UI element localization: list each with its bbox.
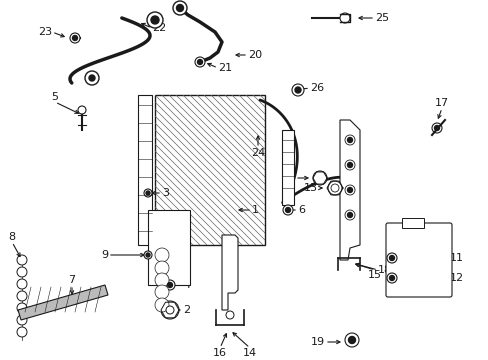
Circle shape <box>312 171 326 185</box>
Circle shape <box>70 33 80 43</box>
Text: 2: 2 <box>183 305 190 315</box>
Circle shape <box>165 306 174 314</box>
Bar <box>138 95 152 245</box>
Circle shape <box>155 248 169 262</box>
Polygon shape <box>222 235 238 310</box>
Circle shape <box>389 275 394 280</box>
Circle shape <box>72 36 77 40</box>
Text: 14: 14 <box>243 348 257 358</box>
Circle shape <box>155 298 169 312</box>
Circle shape <box>17 315 27 325</box>
Circle shape <box>176 4 183 12</box>
Circle shape <box>17 291 27 301</box>
Circle shape <box>339 13 349 23</box>
Circle shape <box>225 311 234 319</box>
Circle shape <box>78 106 86 114</box>
Circle shape <box>17 327 27 337</box>
Bar <box>148 210 190 285</box>
Text: 17: 17 <box>434 98 448 108</box>
Circle shape <box>345 185 354 195</box>
Text: 8: 8 <box>8 232 16 242</box>
Circle shape <box>345 333 358 347</box>
Circle shape <box>345 160 354 170</box>
Circle shape <box>347 212 352 217</box>
Circle shape <box>173 1 186 15</box>
Circle shape <box>348 337 355 343</box>
Circle shape <box>17 303 27 313</box>
Circle shape <box>285 207 290 212</box>
Circle shape <box>146 191 150 195</box>
Bar <box>401 218 423 228</box>
Circle shape <box>195 57 204 67</box>
Text: 18: 18 <box>377 265 391 275</box>
Circle shape <box>389 256 394 261</box>
Circle shape <box>155 273 169 287</box>
Circle shape <box>155 261 169 275</box>
Circle shape <box>345 210 354 220</box>
Circle shape <box>386 253 396 263</box>
Text: 13: 13 <box>304 183 317 193</box>
Circle shape <box>17 255 27 265</box>
Text: 7: 7 <box>68 275 76 285</box>
Polygon shape <box>18 285 108 320</box>
Circle shape <box>327 181 341 195</box>
Text: 20: 20 <box>247 50 262 60</box>
Text: 1: 1 <box>251 205 259 215</box>
Text: 16: 16 <box>213 348 226 358</box>
Circle shape <box>291 84 304 96</box>
Text: 10: 10 <box>281 173 294 183</box>
Circle shape <box>167 283 172 288</box>
Circle shape <box>345 135 354 145</box>
Text: 9: 9 <box>101 250 108 260</box>
Text: 23: 23 <box>38 27 52 37</box>
Text: 25: 25 <box>374 13 388 23</box>
Bar <box>155 95 264 245</box>
Circle shape <box>151 16 159 24</box>
Circle shape <box>330 184 338 192</box>
Circle shape <box>434 126 439 130</box>
Circle shape <box>89 75 95 81</box>
Circle shape <box>161 301 179 319</box>
Text: 15: 15 <box>367 270 381 280</box>
Circle shape <box>347 162 352 167</box>
Circle shape <box>143 189 152 197</box>
Text: 11: 11 <box>449 253 463 263</box>
Circle shape <box>197 59 202 64</box>
Circle shape <box>85 71 99 85</box>
Circle shape <box>386 273 396 283</box>
Circle shape <box>347 138 352 143</box>
FancyBboxPatch shape <box>385 223 451 297</box>
Text: 26: 26 <box>309 83 324 93</box>
Polygon shape <box>339 120 359 260</box>
Circle shape <box>143 251 152 259</box>
Text: 24: 24 <box>250 148 264 158</box>
Text: 3: 3 <box>162 188 169 198</box>
Circle shape <box>17 279 27 289</box>
Circle shape <box>164 280 175 290</box>
Text: 12: 12 <box>449 273 463 283</box>
Text: 19: 19 <box>310 337 325 347</box>
Circle shape <box>146 253 150 257</box>
Text: 5: 5 <box>51 92 59 102</box>
Bar <box>282 130 293 205</box>
Text: 4: 4 <box>183 280 190 290</box>
Text: 6: 6 <box>297 205 305 215</box>
Circle shape <box>155 285 169 299</box>
Circle shape <box>294 87 301 93</box>
Text: 21: 21 <box>218 63 232 73</box>
Circle shape <box>283 205 292 215</box>
Circle shape <box>347 188 352 193</box>
Circle shape <box>17 267 27 277</box>
Circle shape <box>147 12 163 28</box>
Text: 22: 22 <box>152 23 166 33</box>
Circle shape <box>431 123 441 133</box>
